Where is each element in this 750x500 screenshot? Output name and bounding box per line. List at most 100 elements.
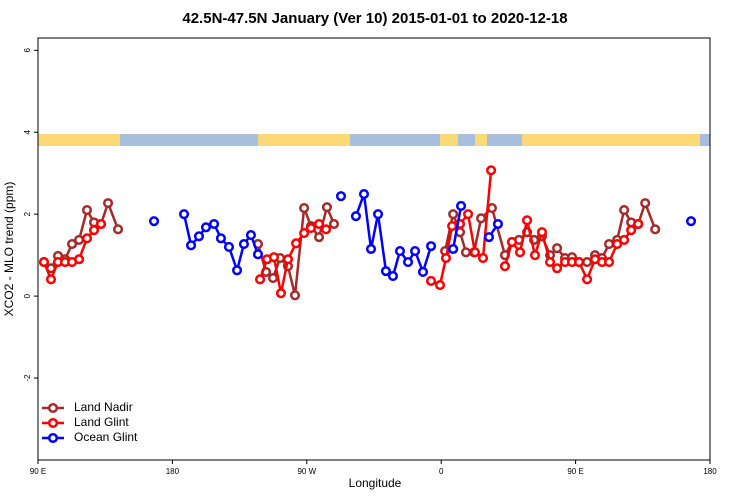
- data-point: [486, 202, 498, 214]
- data-point: [289, 290, 301, 301]
- data-point: [454, 218, 466, 230]
- data-point: [209, 218, 220, 230]
- data-point: [552, 243, 563, 254]
- data-point: [245, 230, 256, 241]
- data-point: [380, 266, 391, 277]
- data-point: [529, 250, 541, 261]
- data-point: [463, 209, 474, 220]
- data-point: [640, 198, 651, 209]
- data-point: [305, 223, 317, 234]
- legend-label: Ocean Glint: [74, 430, 138, 444]
- data-point: [299, 202, 310, 214]
- data-point: [215, 233, 226, 244]
- data-point: [74, 254, 85, 265]
- data-point: [573, 257, 585, 268]
- data-point: [88, 225, 100, 236]
- data-point: [612, 239, 623, 250]
- data-point: [38, 257, 50, 268]
- data-point: [552, 263, 563, 274]
- data-point: [102, 198, 114, 209]
- x-tick-label: 180: [703, 467, 717, 476]
- data-point: [313, 232, 325, 243]
- legend-marker: [47, 432, 59, 444]
- y-tick-label: 2: [23, 211, 32, 216]
- data-point: [456, 200, 467, 212]
- data-point: [477, 252, 489, 264]
- data-point: [350, 211, 361, 222]
- y-tick-label: -2: [23, 374, 32, 382]
- chart-title: 42.5N-47.5N January (Ver 10) 2015-01-01 …: [182, 10, 567, 27]
- data-point: [282, 254, 294, 265]
- data-point: [410, 245, 421, 257]
- legend-label: Land Glint: [74, 415, 129, 429]
- data-point: [95, 218, 107, 230]
- x-tick-label: 90 E: [567, 467, 583, 476]
- data-point: [440, 252, 452, 264]
- data-point: [448, 209, 459, 220]
- data-point: [447, 221, 458, 232]
- data-point: [148, 216, 160, 227]
- data-point: [650, 224, 661, 235]
- data-point: [335, 191, 347, 202]
- data-point: [514, 247, 526, 258]
- data-point: [506, 236, 518, 248]
- data-point: [522, 215, 533, 226]
- data-point: [223, 241, 235, 253]
- data-point: [545, 257, 556, 268]
- data-point: [238, 239, 249, 250]
- data-point: [255, 274, 266, 285]
- data-point: [483, 232, 495, 243]
- data-point: [178, 209, 190, 220]
- data-point: [476, 213, 487, 224]
- plot-frame: [37, 37, 711, 461]
- data-point: [633, 218, 644, 230]
- data-point: [268, 273, 279, 284]
- data-point: [328, 218, 340, 230]
- legend-label: Land Nadir: [74, 400, 133, 414]
- data-point: [604, 239, 615, 250]
- data-point: [299, 227, 310, 239]
- x-tick-label: 90 W: [297, 467, 316, 476]
- data-point: [448, 243, 459, 255]
- data-point: [193, 231, 205, 242]
- data-point: [425, 241, 437, 252]
- data-point: [394, 245, 406, 257]
- data-point: [252, 249, 264, 260]
- data-point: [45, 274, 57, 285]
- data-point: [186, 240, 197, 251]
- y-tick-label: 4: [23, 129, 32, 134]
- data-point: [112, 224, 124, 235]
- series-line: [42, 170, 639, 294]
- data-point: [321, 202, 333, 213]
- data-point: [499, 261, 511, 272]
- data-point: [232, 265, 243, 276]
- data-point: [275, 288, 287, 299]
- data-point: [619, 205, 630, 216]
- data-point: [313, 218, 325, 230]
- x-tick-label: 180: [166, 467, 180, 476]
- series-line: [184, 194, 691, 276]
- data-point: [486, 165, 497, 176]
- x-tick-label: 0: [439, 467, 444, 476]
- data-point: [417, 266, 429, 277]
- data-point: [200, 222, 212, 233]
- surface-strip: [38, 134, 710, 146]
- y-tick-label: 6: [23, 48, 32, 53]
- data-point: [619, 234, 630, 246]
- x-tick-label: 90 E: [30, 467, 46, 476]
- data-point: [626, 225, 637, 236]
- data-point: [492, 218, 503, 230]
- data-point: [460, 247, 472, 258]
- data-point: [425, 275, 437, 287]
- data-point: [81, 205, 93, 216]
- data-point: [358, 189, 370, 200]
- data-point: [402, 257, 414, 268]
- data-point: [321, 224, 332, 235]
- data-point: [685, 216, 697, 227]
- data-point: [66, 239, 78, 250]
- data-point: [469, 247, 480, 258]
- data-point: [582, 257, 593, 268]
- data-point: [582, 274, 593, 285]
- data-point: [434, 280, 446, 291]
